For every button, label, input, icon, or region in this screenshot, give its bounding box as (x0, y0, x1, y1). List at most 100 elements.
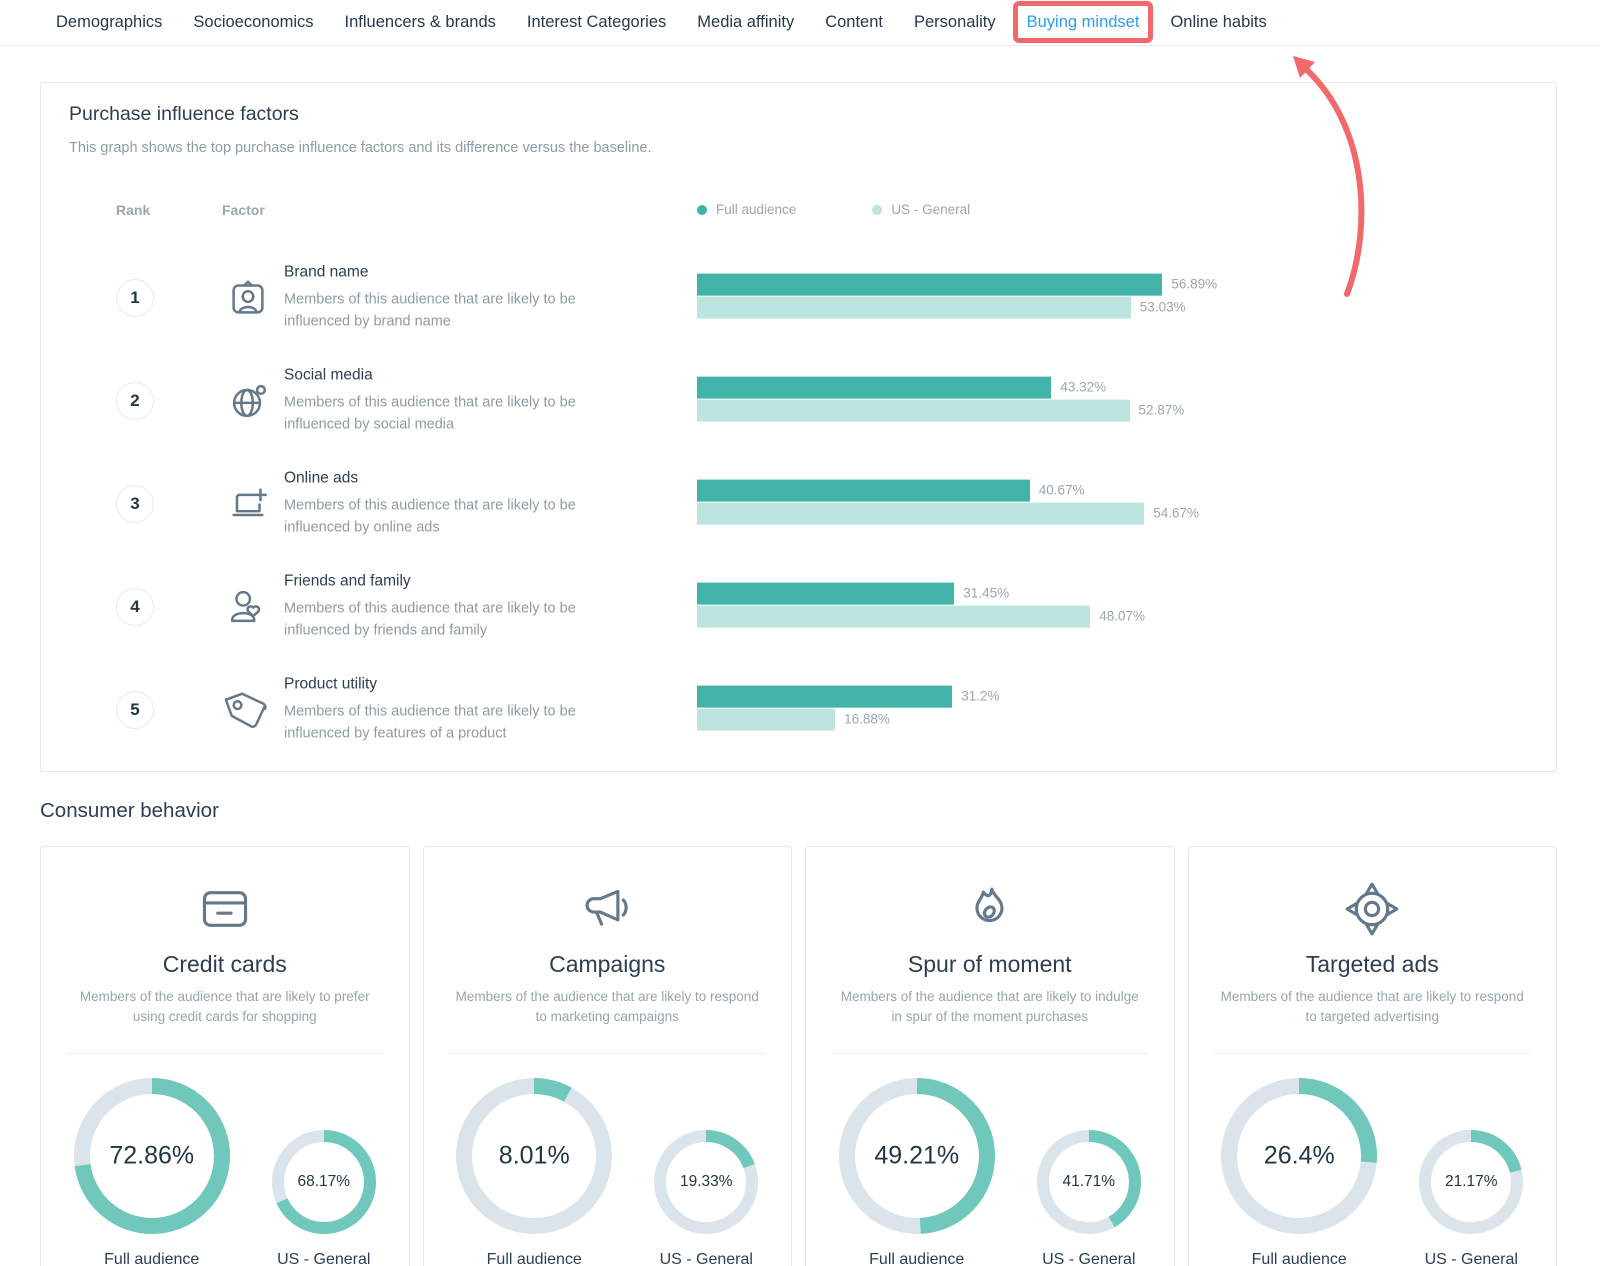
tab-media-affinity[interactable]: Media affinity (697, 13, 795, 31)
bar-us-general (697, 399, 1130, 422)
tab-socioeconomics[interactable]: Socioeconomics (193, 13, 314, 31)
factor-row-social-media: 2 Social media Members of this audience … (69, 349, 1528, 452)
donut-caption: US - General (1042, 1250, 1136, 1266)
bar-full-audience (697, 582, 955, 605)
donut-caption: US - General (659, 1250, 753, 1266)
bar-full-audience (697, 273, 1163, 296)
bar-us-general (697, 708, 836, 731)
card-campaigns: Campaigns Members of the audience that a… (422, 846, 792, 1266)
donut-full-audience: 49.21% Full audience (838, 1077, 995, 1266)
bar-value-label: 31.2% (961, 688, 1000, 704)
bar-value-label: 40.67% (1038, 482, 1085, 498)
factor-bars: 31.2% 16.88% (697, 684, 1518, 731)
legend-dot-full-audience (697, 204, 707, 215)
factor-description: Members of this audience that are likely… (284, 702, 576, 741)
tab-buying-mindset[interactable]: Buying mindset (1012, 0, 1154, 45)
factor-row-product-utility: 5 Product utility Members of this audien… (69, 658, 1528, 761)
card-credit-cards: Credit cards Members of the audience tha… (40, 846, 410, 1266)
donut-us-general: 21.17% US - General (1419, 1129, 1524, 1266)
donut-value: 21.17% (1444, 1172, 1498, 1190)
rank-badge: 2 (116, 381, 154, 420)
brand-name-icon (225, 275, 271, 321)
tab-online-habits[interactable]: Online habits (1170, 13, 1267, 31)
divider (448, 1052, 766, 1054)
legend-dot-us-general (872, 204, 883, 215)
chart-legend: Full audience US - General (697, 202, 970, 217)
donut-value: 68.17% (297, 1172, 351, 1190)
factor-name: Brand name (284, 262, 369, 280)
donut-us-general: 41.71% US - General (1036, 1129, 1141, 1266)
campaigns-icon (578, 880, 636, 938)
bar-full-audience (697, 376, 1052, 399)
tab-personality[interactable]: Personality (914, 13, 996, 31)
donut-caption: Full audience (486, 1250, 582, 1266)
purchase-influence-panel: Purchase influence factors This graph sh… (40, 82, 1557, 772)
donut-value: 41.71% (1062, 1172, 1116, 1190)
bar-value-label: 52.87% (1138, 402, 1185, 418)
friends-family-icon (225, 584, 271, 630)
tab-interest-categories[interactable]: Interest Categories (526, 13, 667, 31)
bar-us-general (697, 605, 1091, 628)
rank-badge: 5 (116, 690, 154, 729)
factor-bars: 40.67% 54.67% (697, 478, 1518, 525)
product-utility-icon (224, 687, 271, 733)
factor-name: Friends and family (284, 571, 411, 589)
rank-badge: 4 (116, 587, 154, 626)
donut-value: 49.21% (874, 1141, 960, 1169)
factor-bars: 56.89% 53.03% (697, 272, 1518, 319)
factor-name: Product utility (284, 674, 378, 692)
tab-bar: Demographics Socioeconomics Influencers … (0, 0, 1600, 46)
card-description: Members of the audience that are likely … (840, 989, 1139, 1025)
donut-caption: Full audience (869, 1250, 965, 1266)
card-description: Members of the audience that are likely … (1220, 989, 1524, 1025)
card-description: Members of the audience that are likely … (79, 989, 370, 1025)
tab-content[interactable]: Content (825, 13, 883, 31)
card-description: Members of the audience that are likely … (455, 989, 759, 1025)
factor-row-brand-name: 1 Brand name Members of this audience th… (69, 246, 1528, 349)
bar-full-audience (697, 685, 953, 708)
factor-bars: 43.32% 52.87% (697, 375, 1518, 422)
card-targeted-ads: Targeted ads Members of the audience tha… (1187, 846, 1557, 1266)
rank-column-header: Rank (116, 202, 151, 218)
card-title: Campaigns (549, 951, 666, 977)
online-ads-icon (225, 481, 271, 527)
card-title: Spur of moment (907, 951, 1072, 977)
divider (1213, 1052, 1531, 1054)
donut-caption: US - General (277, 1250, 371, 1266)
active-tab-underline (1021, 38, 1145, 42)
tab-influencers-brands[interactable]: Influencers & brands (344, 13, 496, 31)
donut-value: 19.33% (679, 1172, 733, 1190)
donut-us-general: 19.33% US - General (654, 1129, 759, 1266)
donut-full-audience: 8.01% Full audience (456, 1077, 613, 1266)
factor-row-online-ads: 3 Online ads Members of this audience th… (69, 452, 1528, 555)
bar-value-label: 56.89% (1171, 276, 1218, 292)
legend-full-audience: Full audience (697, 202, 796, 217)
factor-bars: 31.45% 48.07% (697, 581, 1518, 628)
factor-description: Members of this audience that are likely… (284, 290, 576, 329)
donut-caption: Full audience (104, 1250, 200, 1266)
bar-us-general (697, 502, 1145, 525)
bar-value-label: 31.45% (963, 585, 1010, 601)
tab-demographics[interactable]: Demographics (56, 13, 163, 31)
rank-badge: 3 (116, 484, 154, 523)
spur-of-moment-icon (961, 880, 1019, 938)
factor-description: Members of this audience that are likely… (284, 393, 576, 432)
donut-us-general: 68.17% US - General (271, 1129, 376, 1266)
legend-us-general: US - General (872, 202, 970, 217)
bar-value-label: 16.88% (844, 711, 890, 727)
consumer-behavior-title: Consumer behavior (40, 799, 219, 822)
bar-full-audience (697, 479, 1030, 502)
panel-title: Purchase influence factors (69, 103, 299, 125)
donut-value: 72.86% (109, 1141, 195, 1169)
factor-name: Online ads (284, 468, 359, 486)
card-title: Targeted ads (1305, 951, 1439, 977)
donut-value: 8.01% (498, 1141, 570, 1169)
bar-us-general (697, 296, 1131, 319)
donut-value: 26.4% (1263, 1141, 1335, 1169)
donut-caption: US - General (1424, 1250, 1518, 1266)
bar-value-label: 54.67% (1153, 505, 1199, 521)
divider (831, 1052, 1149, 1054)
card-title: Credit cards (162, 951, 287, 977)
factor-column-header: Factor (222, 202, 265, 218)
donut-caption: Full audience (1251, 1250, 1347, 1266)
